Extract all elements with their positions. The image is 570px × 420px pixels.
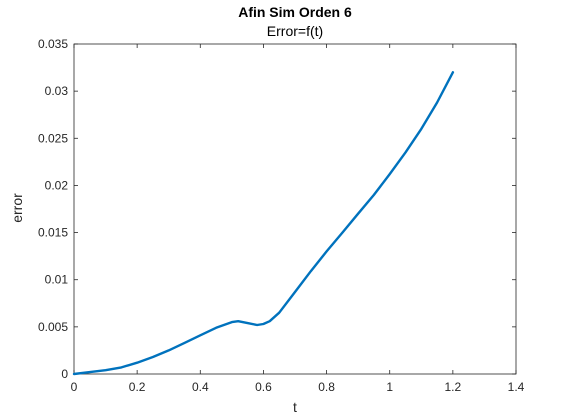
y-tick-label: 0.03 — [45, 84, 69, 98]
y-axis-label: error — [9, 193, 25, 223]
y-tick-label: 0.005 — [38, 320, 68, 334]
x-tick-label: 1 — [386, 380, 393, 394]
y-tick-label: 0 — [61, 367, 68, 381]
y-tick-label: 0.01 — [45, 273, 69, 287]
x-tick-label: 0.2 — [129, 380, 146, 394]
x-tick-label: 0.8 — [318, 380, 335, 394]
chart-title: Afin Sim Orden 6 — [238, 4, 352, 20]
y-tick-label: 0.015 — [38, 226, 68, 240]
series-line-1 — [72, 71, 455, 376]
x-axis-label: t — [293, 399, 297, 415]
x-tick-label: 1.4 — [508, 380, 525, 394]
x-tick-label: 0.6 — [255, 380, 272, 394]
chart-subtitle: Error=f(t) — [267, 23, 323, 39]
plot-frame — [73, 43, 517, 375]
x-tick-label: 1.2 — [445, 380, 462, 394]
y-tick-label: 0.035 — [38, 37, 68, 51]
plot-area: 0 0.2 0.4 0.6 0.8 1 1.2 1.4 0 0.005 0.01 0.015 0.02 0… — [38, 37, 525, 394]
y-tick-label: 0.02 — [45, 178, 69, 192]
y-tick-label: 0.025 — [38, 131, 68, 145]
x-tick-label: 0.4 — [192, 380, 209, 394]
x-tick-label: 0 — [71, 380, 78, 394]
